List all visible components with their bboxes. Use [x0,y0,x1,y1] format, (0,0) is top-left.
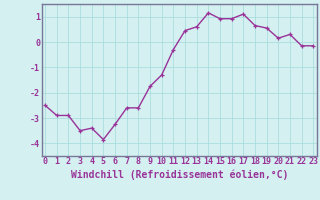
X-axis label: Windchill (Refroidissement éolien,°C): Windchill (Refroidissement éolien,°C) [70,169,288,180]
